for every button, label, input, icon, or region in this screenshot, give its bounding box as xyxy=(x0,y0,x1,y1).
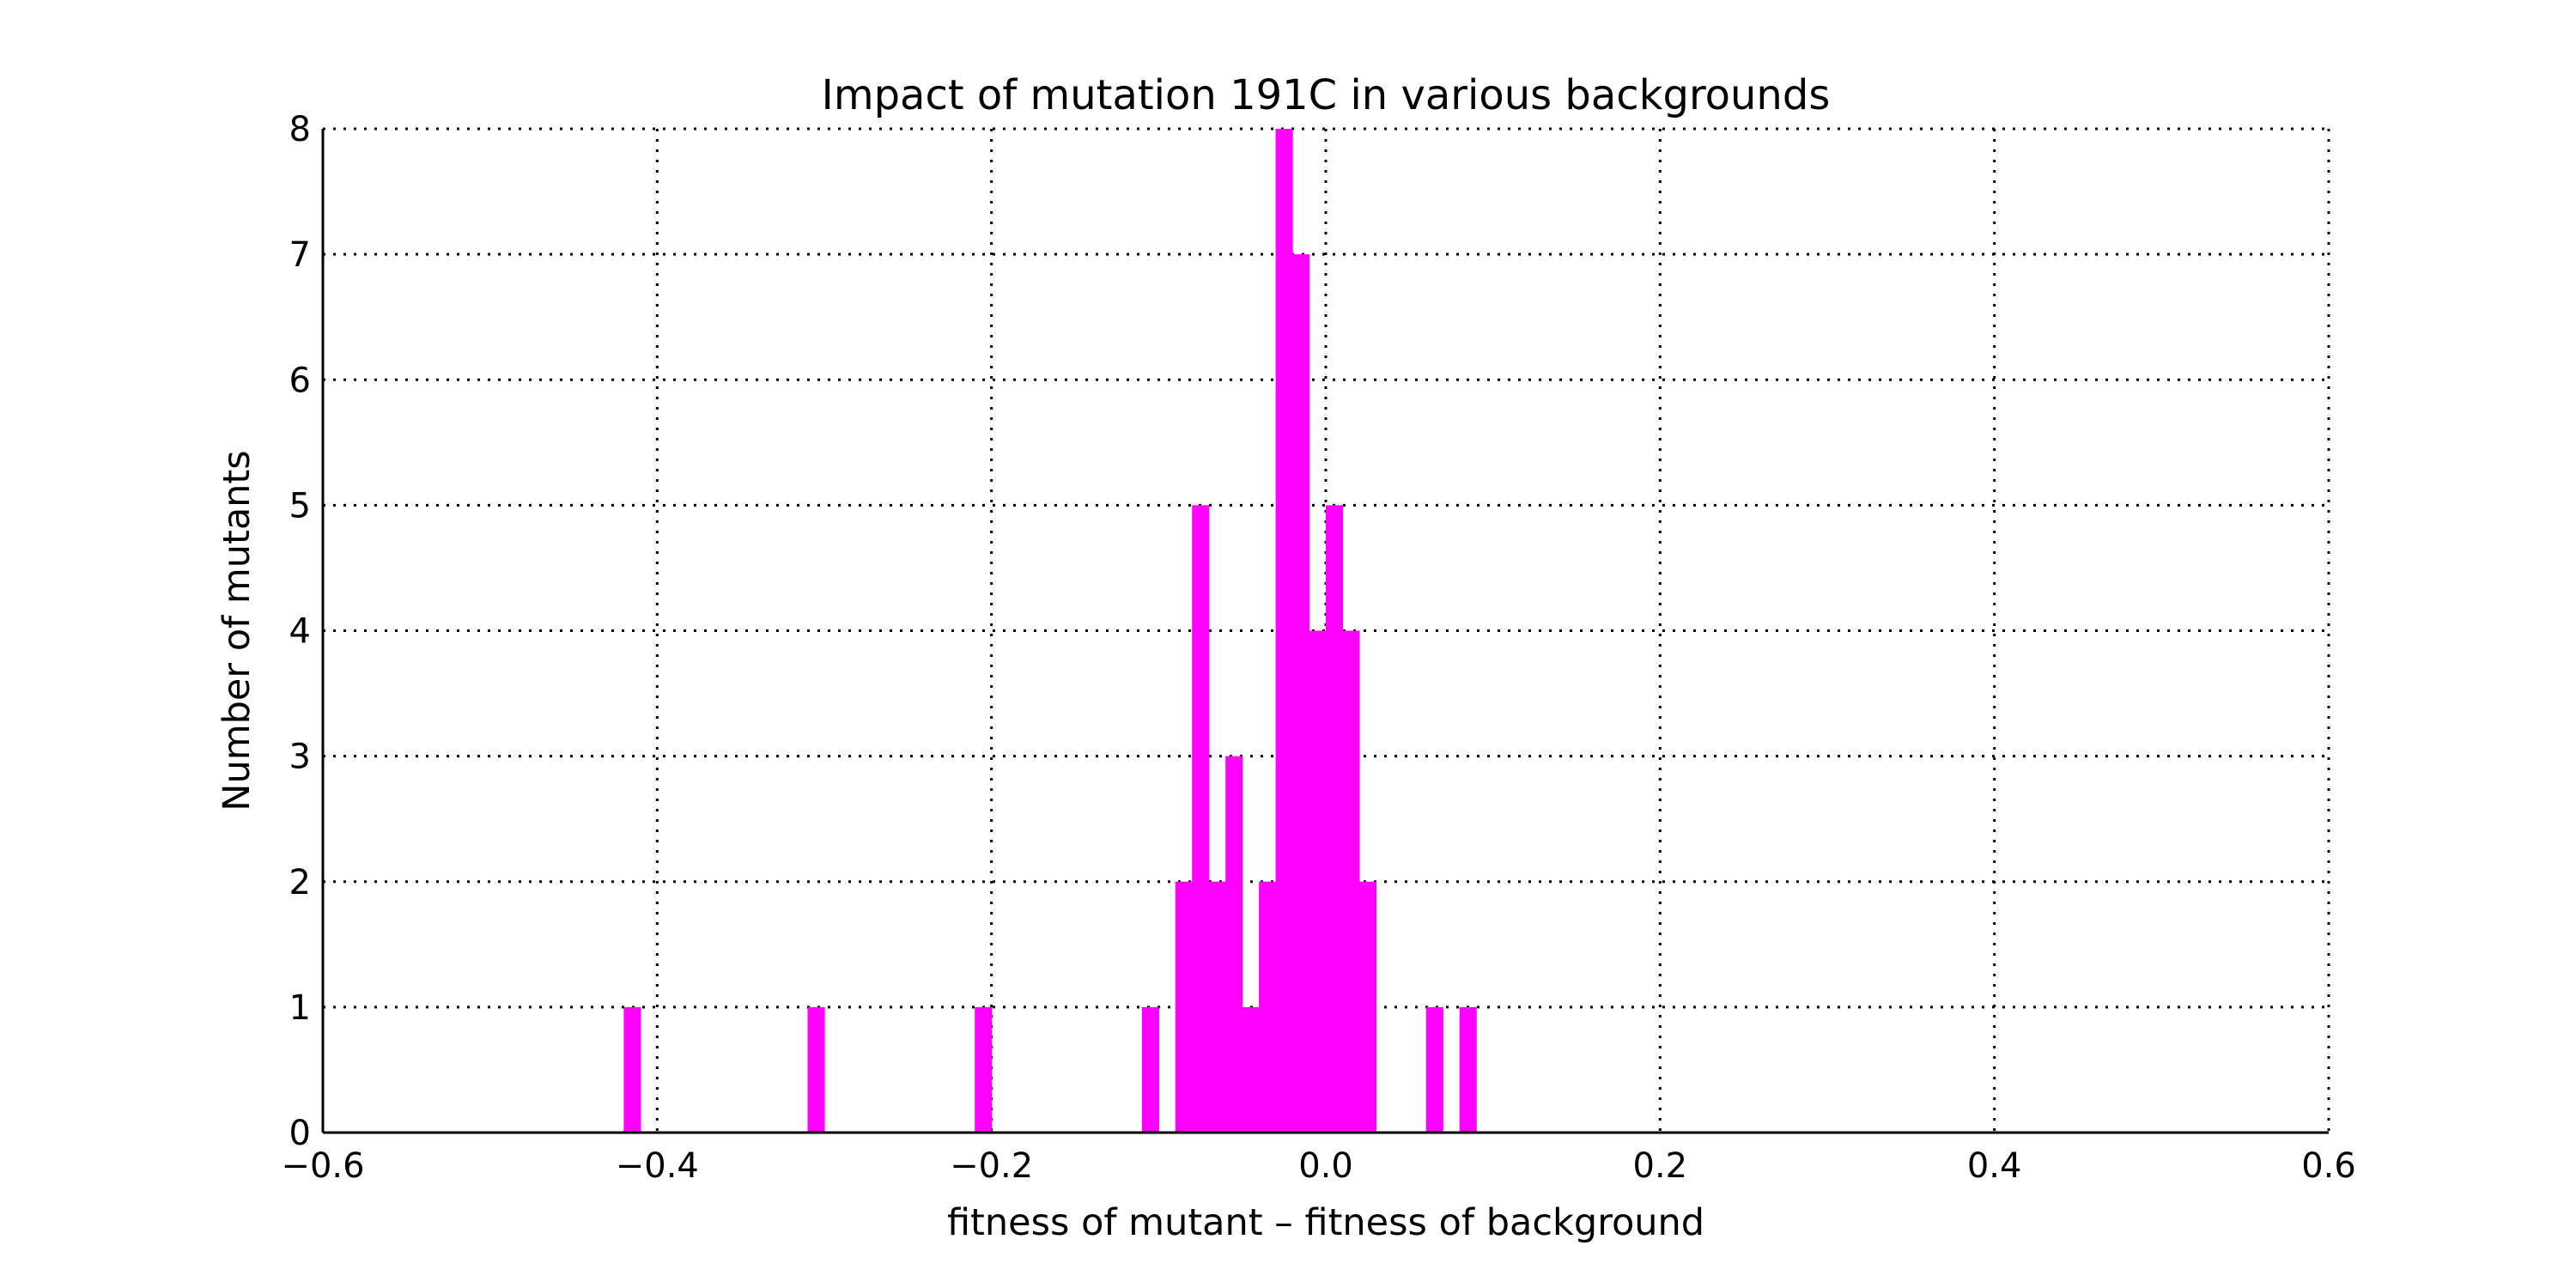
grid xyxy=(323,127,2330,1133)
histogram-bar xyxy=(1275,129,1293,1133)
y-tick-label: 6 xyxy=(289,361,311,400)
histogram-bar xyxy=(1292,254,1310,1133)
histogram-bar xyxy=(1208,881,1226,1133)
x-tick-label: −0.2 xyxy=(950,1146,1033,1186)
histogram-bar xyxy=(807,1006,825,1133)
histogram-bar xyxy=(1242,1006,1260,1133)
histogram-bar xyxy=(1259,881,1277,1133)
y-tick-label: 4 xyxy=(289,612,311,652)
axes xyxy=(321,129,2329,1134)
y-tick-label: 0 xyxy=(289,1114,311,1153)
histogram-bar xyxy=(1309,630,1327,1133)
y-tick-label: 2 xyxy=(289,863,311,902)
x-tick-label: 0.2 xyxy=(1633,1146,1688,1186)
histogram-bar xyxy=(1175,881,1193,1133)
x-tick-label: 0.6 xyxy=(2301,1146,2356,1186)
x-tick-label: −0.6 xyxy=(281,1146,364,1186)
chart-title: Impact of mutation 191C in various backg… xyxy=(822,71,1831,119)
bars xyxy=(623,129,1477,1133)
histogram-bar xyxy=(1141,1006,1159,1133)
histogram-bar xyxy=(1192,505,1210,1133)
labels: Impact of mutation 191C in various backg… xyxy=(216,71,2356,1244)
histogram-bar xyxy=(1342,630,1360,1133)
x-tick-label: 0.0 xyxy=(1298,1146,1353,1186)
y-tick-label: 3 xyxy=(289,738,311,777)
histogram-bar xyxy=(1326,505,1344,1133)
histogram-bar xyxy=(1225,756,1243,1133)
y-tick-label: 1 xyxy=(289,988,311,1028)
histogram-bar xyxy=(1459,1006,1477,1133)
y-axis-title: Number of mutants xyxy=(216,450,258,811)
y-tick-label: 8 xyxy=(289,110,311,149)
x-tick-label: −0.4 xyxy=(616,1146,699,1186)
histogram-bar xyxy=(1358,881,1376,1133)
histogram-bar xyxy=(1425,1006,1443,1133)
y-tick-label: 7 xyxy=(289,235,311,275)
x-axis-title: fitness of mutant – fitness of backgroun… xyxy=(947,1201,1704,1244)
y-tick-label: 5 xyxy=(289,486,311,526)
histogram-bar xyxy=(623,1006,641,1133)
x-tick-label: 0.4 xyxy=(1967,1146,2022,1186)
histogram-bar xyxy=(975,1006,993,1133)
